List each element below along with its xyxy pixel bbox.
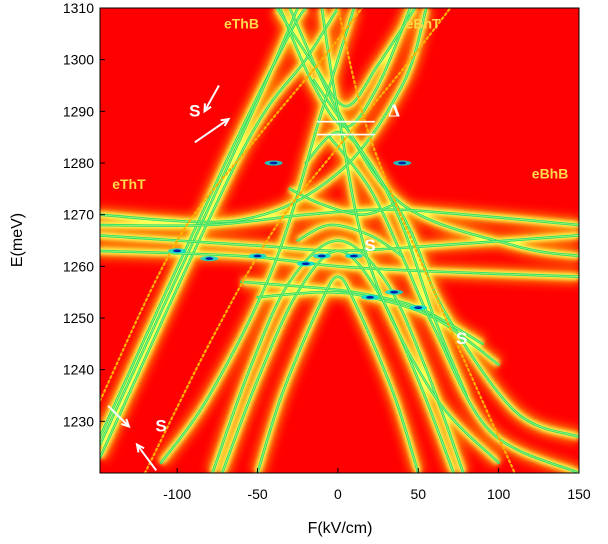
spectral-branch-highlight	[297, 224, 403, 257]
y-axis-ticks: 1230 1240 1250 1260 1270 1280 1290 1300 1310	[63, 0, 105, 429]
arrow-shaft	[136, 443, 158, 472]
x-axis-title: F(kV/cm)	[308, 520, 373, 537]
annotation-layer: eThB eBhT eThT eBhB S Δ S S S	[107, 16, 569, 472]
bright-spot-core	[414, 306, 423, 310]
bright-spot-core	[301, 262, 310, 266]
y-tick-label: 1300	[63, 52, 94, 68]
x-tick-label: 150	[567, 486, 591, 502]
annotation-arrow	[107, 405, 131, 429]
arrow-head	[220, 117, 231, 127]
branch-label: eThT	[112, 176, 146, 192]
arrow-head	[121, 418, 131, 429]
x-tick-label: 100	[487, 486, 511, 502]
spectral-branch-highlight	[257, 276, 419, 473]
arrow-head	[203, 103, 212, 114]
y-tick-label: 1260	[63, 258, 94, 274]
bright-spot-core	[173, 249, 182, 253]
y-tick-label: 1270	[63, 207, 94, 223]
bright-spot-core	[366, 295, 375, 299]
x-tick-label: 0	[334, 486, 342, 502]
delta-label: Δ	[389, 101, 400, 121]
x-axis-ticks: -100 -50 0 50 100 150	[163, 468, 591, 502]
arrow-head	[135, 442, 145, 453]
branch-label: eBhT	[406, 16, 441, 32]
bright-spot-core	[205, 257, 214, 260]
annotation-arrow	[135, 442, 158, 472]
spectral-branch-highlight	[100, 250, 579, 278]
y-axis-title: E(meV)	[9, 213, 26, 267]
y-tick-label: 1240	[63, 362, 94, 378]
dotted-branch	[336, 8, 516, 473]
annotation-arrow	[194, 117, 231, 144]
spectral-branch-highlight	[289, 188, 395, 216]
bright-spot-core	[390, 290, 399, 294]
state-s-label: S	[364, 236, 375, 255]
arrow-shaft	[107, 405, 130, 428]
spectral-branch-highlight	[289, 8, 579, 257]
state-s-label: S	[155, 417, 166, 436]
core-group	[100, 8, 579, 473]
branch-label: eThB	[224, 16, 259, 32]
dotted-branch	[143, 8, 452, 473]
spectral-branch-highlight	[160, 8, 355, 463]
arrow-shaft	[203, 85, 220, 112]
x-tick-label: -100	[163, 486, 191, 502]
y-tick-label: 1290	[63, 103, 94, 119]
spectral-branch-highlight	[221, 250, 454, 473]
bright-spot-core	[349, 254, 358, 258]
arrow-shaft	[194, 118, 230, 144]
y-tick-label: 1310	[63, 0, 94, 16]
spectral-branch-highlight	[212, 240, 464, 473]
bright-spot-core	[317, 254, 326, 258]
state-s-label: S	[456, 329, 467, 348]
spectral-branch-highlight	[100, 8, 339, 458]
bright-spot-core	[253, 254, 262, 258]
branch-label: eBhB	[532, 166, 569, 182]
y-tick-label: 1250	[63, 310, 94, 326]
spectral-branch-highlight	[241, 281, 483, 345]
spectral-branch-highlight	[100, 8, 427, 223]
x-tick-label: 50	[410, 486, 426, 502]
bright-spot-core	[269, 161, 278, 165]
x-tick-label: -50	[247, 486, 267, 502]
spectral-branch-highlight	[100, 8, 299, 445]
bright-spot-core	[398, 161, 407, 165]
y-tick-label: 1230	[63, 413, 94, 429]
spectral-branch-highlight	[276, 8, 416, 107]
y-tick-label: 1280	[63, 155, 94, 171]
dotted-branch	[100, 8, 364, 402]
heatmap-layer	[100, 8, 579, 473]
annotation-arrow	[203, 85, 220, 114]
state-s-label: S	[189, 102, 200, 121]
plot-frame	[99, 7, 580, 474]
